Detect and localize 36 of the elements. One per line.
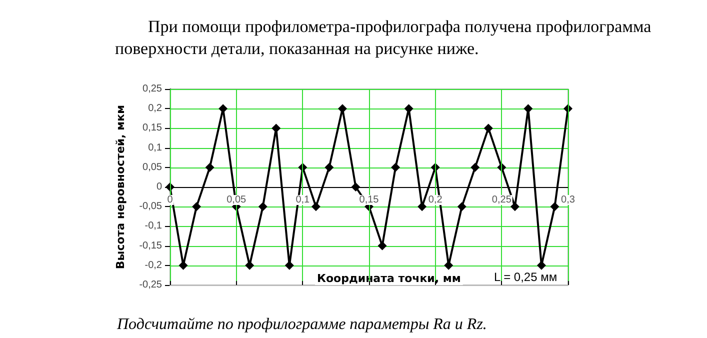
x-tick-label: 0,25: [492, 194, 512, 206]
y-tick-label: 0: [156, 182, 162, 192]
point: [418, 202, 427, 212]
x-tick-label: 0,05: [226, 194, 246, 206]
point: [484, 124, 493, 133]
y-axis-title: Высота неровностей, мкм: [114, 104, 127, 270]
point: [205, 162, 214, 172]
y-tick-label: -0,05: [139, 201, 162, 212]
point: [192, 202, 202, 212]
point: [378, 241, 387, 250]
point: [351, 182, 360, 192]
point: [311, 202, 320, 212]
point: [258, 202, 268, 212]
y-tick-label: -0,15: [139, 240, 162, 252]
y-tick-label: 0,2: [148, 103, 162, 114]
point: [510, 202, 520, 212]
y-tick-label: -0,1: [144, 220, 162, 232]
point: [391, 162, 400, 172]
x-tick-label: 0,3: [561, 194, 576, 206]
point: [457, 202, 466, 212]
point: [550, 202, 560, 212]
text: Подсчитайте по профилограмме параметры Ra и Rz.: [117, 316, 487, 334]
y-tick-label: 0,25: [142, 84, 162, 94]
y-tick-label: 0,05: [142, 162, 162, 173]
y-tick-label: 0,1: [148, 142, 162, 154]
chart-title: При помощи профилометра-профилографа получена профилограмма поверхности детали, показанная на рисунке ниже.: [115, 16, 652, 60]
y-tick-label: -0,25: [139, 280, 162, 290]
y-tick-label: 0,15: [142, 122, 162, 134]
y-tick-label: -0,2: [144, 260, 162, 271]
point: [324, 162, 334, 172]
x-tick-label: 0,1: [296, 194, 310, 206]
x-tick-label: 0,2: [428, 194, 443, 206]
x-tick-label: 0,15: [359, 194, 380, 206]
annotation: L = 0,25 мм: [494, 270, 558, 284]
point: [470, 162, 480, 172]
x-tick-label: 0: [167, 194, 174, 206]
